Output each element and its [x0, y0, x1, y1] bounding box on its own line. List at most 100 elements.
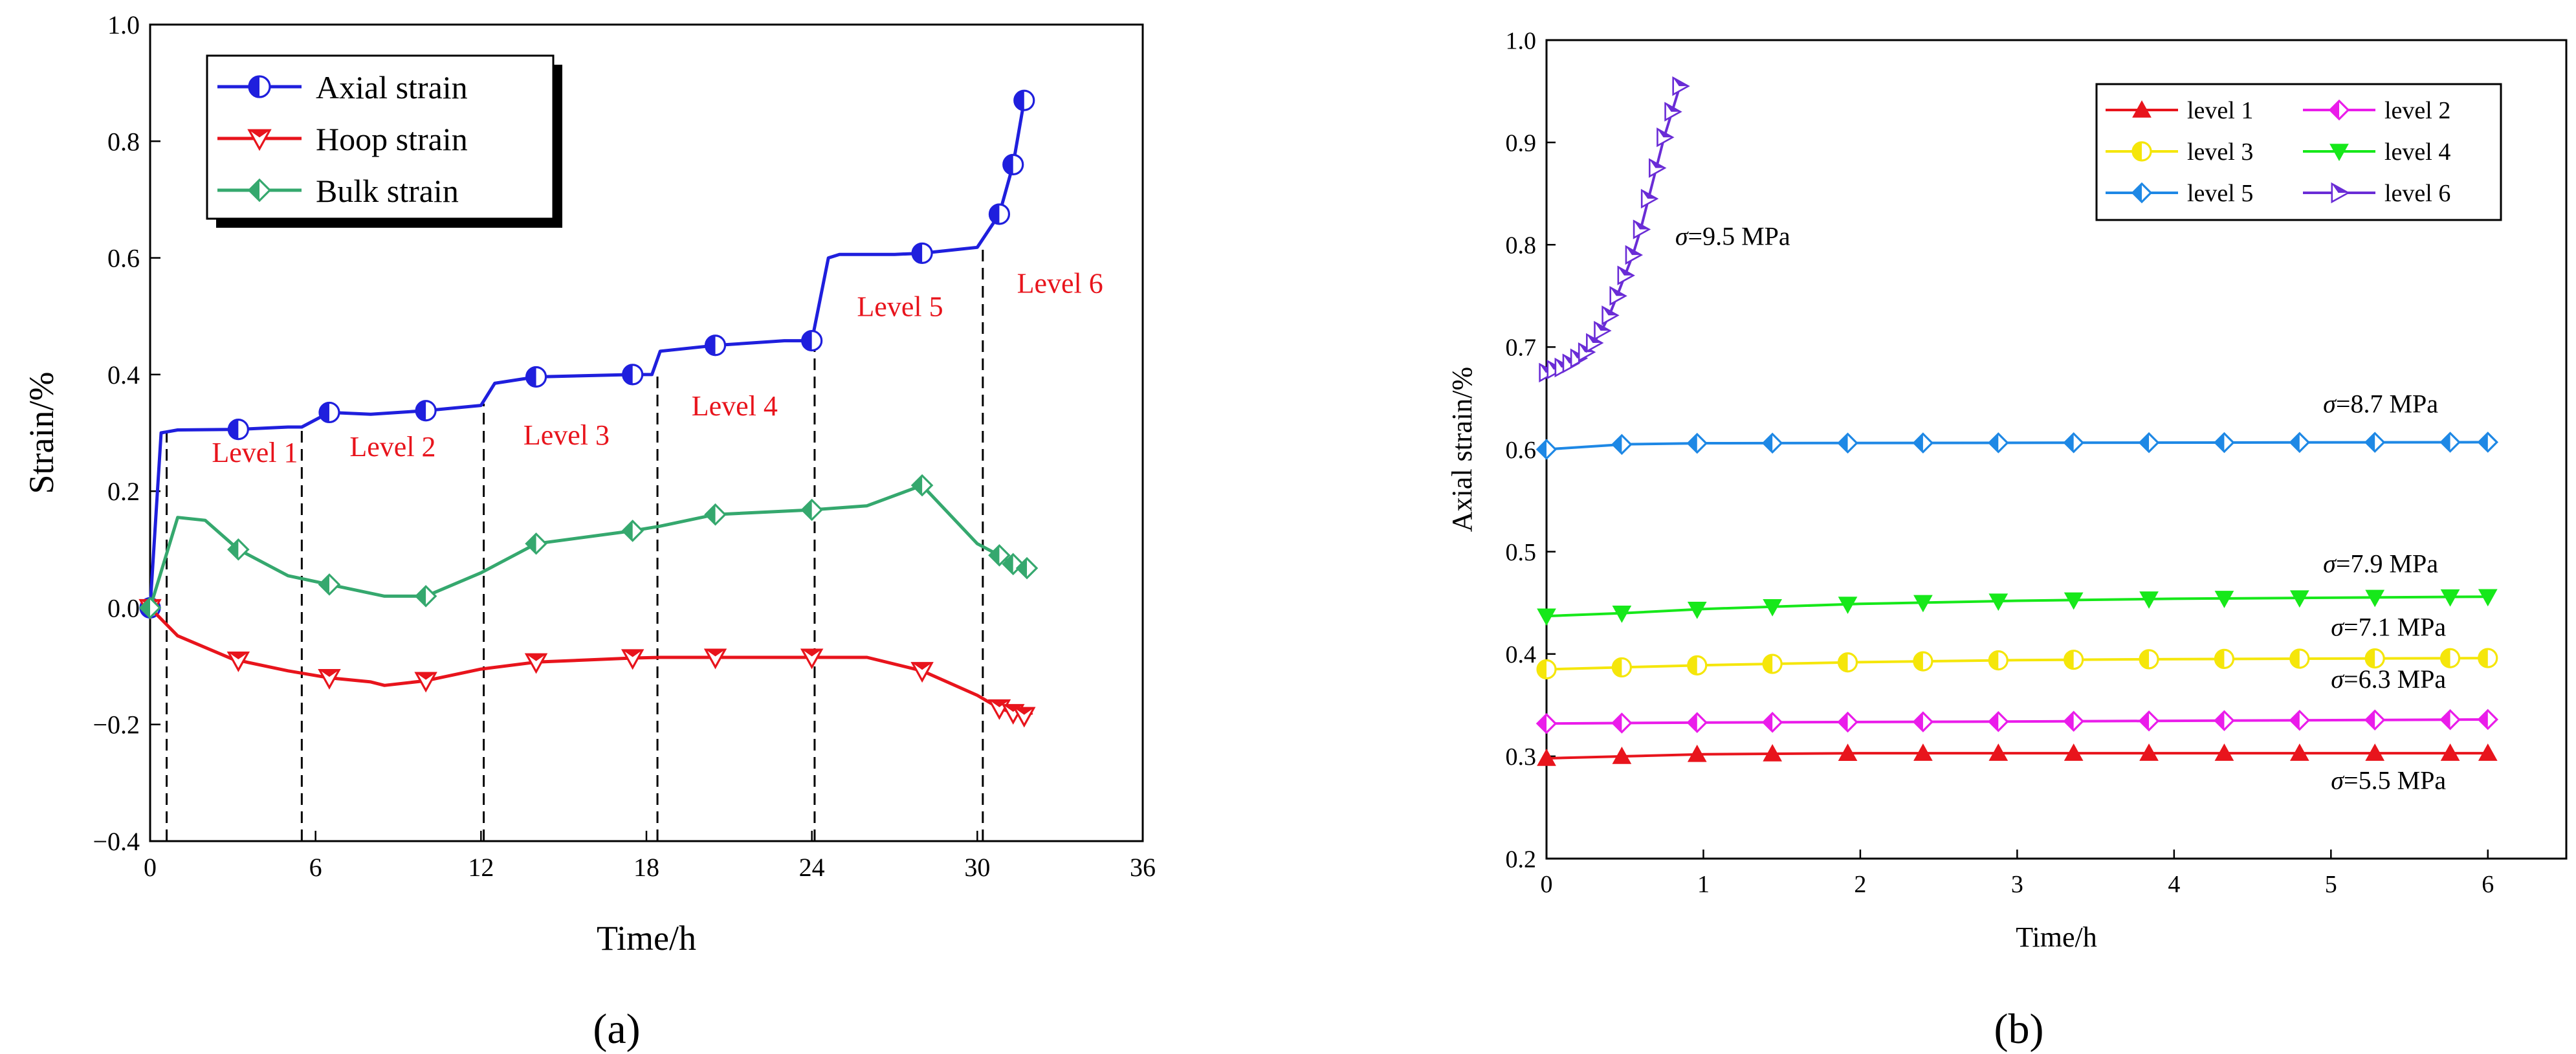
data-point-l2: [2138, 710, 2160, 732]
data-point-axial: [801, 329, 823, 352]
sigma-symbol: σ: [2323, 390, 2337, 419]
data-point-l3: [1536, 659, 1557, 680]
y-tick-label: 0.8: [1506, 232, 1537, 259]
data-point-hoop: [226, 651, 250, 672]
data-point-l6: [1633, 219, 1651, 239]
data-point-hoop: [1013, 707, 1036, 728]
x-tick-label: 0: [1541, 871, 1553, 898]
y-tick-label: 0.4: [1506, 641, 1537, 668]
data-point-l6: [1664, 102, 1682, 122]
plot-frame: [149, 23, 1144, 842]
data-point-axial: [415, 400, 437, 422]
data-point-axial: [704, 335, 727, 357]
data-point-l2: [1686, 712, 1708, 734]
data-point-l1: [2478, 743, 2498, 761]
stress-value: =6.3 MPa: [2344, 664, 2446, 694]
data-point-l3: [2478, 648, 2498, 668]
data-point-bulk: [525, 532, 547, 555]
y-tick-label: 0.9: [1506, 129, 1537, 157]
data-point-axial: [1002, 153, 1024, 175]
data-point-l4: [2478, 589, 2498, 607]
data-point-bulk: [414, 585, 437, 608]
legend-label-axial: Axial strain: [316, 69, 468, 105]
data-point-l2: [2214, 710, 2235, 731]
data-point-l5: [2289, 432, 2311, 454]
data-point-axial: [1013, 89, 1035, 111]
data-point-l3: [2214, 648, 2235, 670]
y-tick-label: 0.2: [1506, 846, 1537, 873]
data-point-l5: [2138, 432, 2160, 454]
data-point-l2: [2477, 708, 2499, 730]
y-tick-label: −0.4: [93, 827, 140, 856]
data-point-l4: [1988, 593, 2009, 611]
x-axis-label: Time/h: [2016, 921, 2097, 953]
x-tick-label: 12: [468, 853, 494, 882]
data-point-l5: [2364, 432, 2386, 453]
y-axis-label: Strain/%: [22, 372, 61, 494]
data-point-axial: [988, 203, 1011, 225]
series-line-l6: [1546, 85, 1682, 374]
data-point-l2: [1611, 712, 1633, 734]
data-point-l2: [1536, 713, 1558, 734]
y-axis-label: Axial strain/%: [1446, 367, 1478, 532]
legend-marker-l4: [2329, 144, 2349, 162]
stress-value: =9.5 MPa: [1688, 221, 1790, 250]
y-tick-label: 0.3: [1506, 743, 1537, 771]
legend-marker-l6: [2331, 182, 2350, 204]
data-point-hoop: [910, 662, 934, 683]
x-tick-label: 6: [309, 853, 322, 882]
legend: Axial strain Hoop strain Bulk strain: [206, 54, 562, 228]
data-point-bulk: [318, 573, 341, 596]
data-point-l4: [1838, 597, 1858, 614]
legend-marker-hoop: [247, 129, 272, 151]
data-point-bulk: [910, 474, 934, 497]
data-point-hoop: [318, 668, 341, 690]
x-tick-label: 2: [1854, 871, 1866, 898]
data-point-l5: [1761, 432, 1783, 454]
data-point-l1: [2214, 743, 2234, 761]
data-point-hoop: [621, 649, 644, 670]
data-point-l5: [1611, 434, 1633, 456]
data-point-bulk: [800, 498, 823, 522]
data-point-l5: [2439, 432, 2461, 453]
legend-label-l5: level 5: [2187, 180, 2253, 207]
data-point-bulk: [227, 538, 250, 561]
sigma-symbol: σ: [1675, 221, 1689, 250]
y-tick-label: 0.6: [1506, 437, 1537, 464]
y-tick-label: 0.6: [107, 244, 140, 273]
data-point-l6: [1625, 245, 1644, 265]
panel-b-label: (b): [1994, 1005, 2044, 1053]
data-point-l3: [2139, 649, 2159, 670]
stress-annotation: σ=5.5 MPa: [2331, 765, 2446, 795]
x-tick-label: 0: [144, 853, 157, 882]
data-point-l4: [2064, 592, 2084, 610]
data-point-l3: [1687, 655, 1708, 675]
data-point-l3: [1988, 650, 2009, 671]
legend-marker-axial: [248, 75, 271, 98]
data-point-l4: [1612, 605, 1632, 623]
data-point-l1: [1763, 743, 1782, 762]
level-annotation: Level 4: [692, 390, 778, 422]
data-point-axial: [622, 364, 644, 386]
data-point-l1: [1838, 743, 1858, 761]
x-tick-label: 18: [633, 853, 659, 882]
data-point-l2: [1988, 710, 2009, 732]
data-point-l3: [2064, 650, 2084, 670]
stress-value: =7.1 MPa: [2344, 612, 2446, 641]
x-tick-label: 1: [1697, 871, 1710, 898]
data-point-l1: [2064, 743, 2084, 761]
data-point-hoop: [800, 648, 824, 670]
data-point-l1: [1612, 746, 1632, 764]
x-tick-label: 5: [2325, 871, 2337, 898]
data-point-l2: [1761, 712, 1783, 733]
series-group: [138, 89, 1039, 728]
data-point-l3: [1913, 651, 1933, 672]
data-point-bulk: [704, 503, 727, 526]
panel-a: 0 6 12 18 24 30 36 −0.4 −0.2 0.0 0.2 0.4 0.6 0.8 1.0 Ti…: [22, 10, 1156, 958]
data-point-l6: [1672, 76, 1690, 96]
stress-annotation: σ=8.7 MPa: [2323, 390, 2438, 419]
stress-annotation: σ=6.3 MPa: [2331, 664, 2446, 694]
data-point-l2: [2439, 708, 2461, 730]
data-point-l4: [1537, 608, 1556, 626]
data-point-l3: [2289, 648, 2310, 669]
